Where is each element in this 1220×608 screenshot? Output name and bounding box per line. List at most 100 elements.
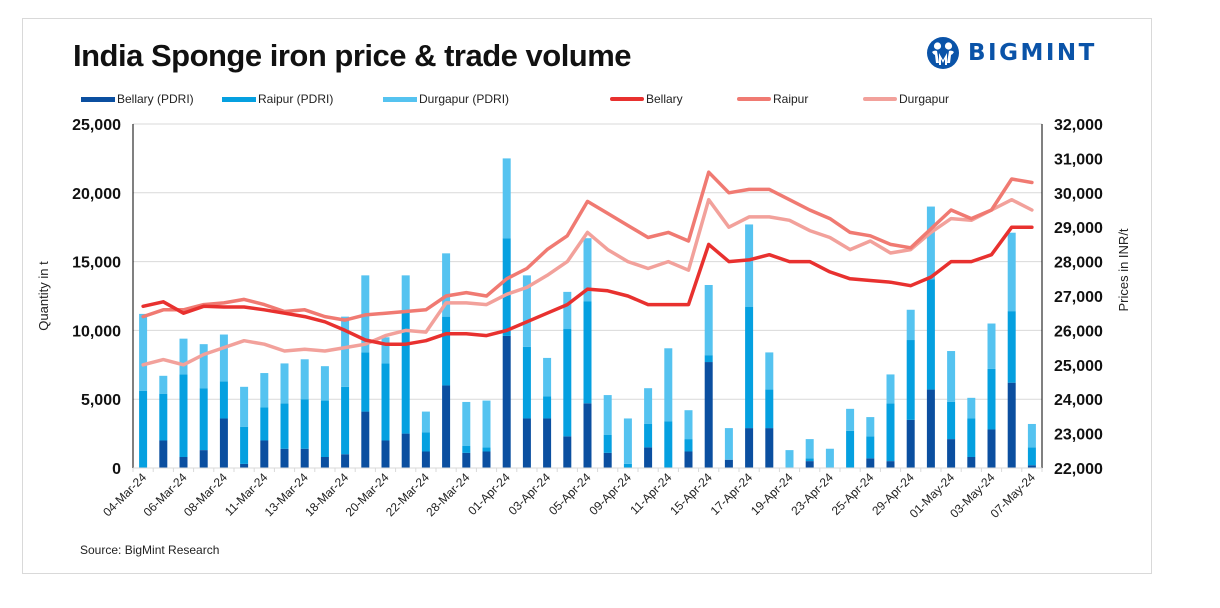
bar-bellary-pdri xyxy=(179,456,188,468)
bar-bellary-pdri xyxy=(603,452,612,468)
bar-raipur-pdri xyxy=(926,279,935,390)
bar-raipur-pdri xyxy=(543,396,552,419)
legend-label: Raipur xyxy=(773,92,809,106)
bar-durgapur-pdri xyxy=(825,448,834,468)
y2-tick-label: 24,000 xyxy=(1054,392,1103,409)
bar-raipur-pdri xyxy=(341,386,350,455)
bar-raipur-pdri xyxy=(522,346,531,419)
bar-raipur-pdri xyxy=(947,401,956,440)
bar-raipur-pdri xyxy=(179,374,188,457)
bar-bellary-pdri xyxy=(745,428,754,468)
bar-raipur-pdri xyxy=(603,434,612,453)
bar-durgapur-pdri xyxy=(341,316,350,387)
bar-bellary-pdri xyxy=(866,458,875,468)
bar-raipur-pdri xyxy=(765,389,774,429)
source-note: Source: BigMint Research xyxy=(80,543,220,557)
chart-title: India Sponge iron price & trade volume xyxy=(73,38,632,73)
bar-bellary-pdri xyxy=(563,436,572,468)
bar-durgapur-pdri xyxy=(684,410,693,440)
bar-raipur-pdri xyxy=(644,423,653,448)
bar-bellary-pdri xyxy=(765,428,774,468)
x-tick-label: 01-Apr-24 xyxy=(465,470,513,518)
y-axis-title: Quantity in t xyxy=(36,261,51,331)
bar-durgapur-pdri xyxy=(219,334,228,382)
bar-durgapur-pdri xyxy=(623,418,632,464)
bar-bellary-pdri xyxy=(300,448,309,468)
bar-durgapur-pdri xyxy=(199,344,208,389)
bar-bellary-pdri xyxy=(401,433,410,468)
x-tick-label: 25-Apr-24 xyxy=(829,470,877,518)
y2-tick-label: 23,000 xyxy=(1054,427,1103,444)
legend-label: Bellary (PDRI) xyxy=(117,92,194,106)
bar-durgapur-pdri xyxy=(644,388,653,424)
bar-durgapur-pdri xyxy=(260,373,269,408)
bar-bellary-pdri xyxy=(886,461,895,468)
bar-durgapur-pdri xyxy=(846,408,855,431)
bar-durgapur-pdri xyxy=(704,284,713,356)
bar-durgapur-pdri xyxy=(381,337,390,364)
bar-raipur-pdri xyxy=(421,432,430,452)
bar-raipur-pdri xyxy=(866,436,875,459)
bar-raipur-pdri xyxy=(320,400,329,457)
line-raipur xyxy=(141,170,1034,322)
bar-durgapur-pdri xyxy=(522,275,531,347)
bar-bellary-pdri xyxy=(341,454,350,468)
bar-raipur-pdri xyxy=(886,403,895,462)
bar-bellary-pdri xyxy=(260,440,269,468)
bigmint-people-logo-icon xyxy=(927,37,959,69)
bar-bellary-pdri xyxy=(987,429,996,468)
bar-raipur-pdri xyxy=(502,238,511,336)
chart-legend: Bellary (PDRI) Raipur (PDRI) Durgapur (P… xyxy=(0,92,1220,108)
legend-item-raipur-pdri: Raipur (PDRI) xyxy=(222,92,333,106)
legend-swatch xyxy=(81,96,115,102)
x-tick-label: 17-Apr-24 xyxy=(708,470,756,518)
bar-durgapur-pdri xyxy=(745,224,754,308)
x-tick-label: 07-May-24 xyxy=(988,470,1039,521)
bar-raipur-pdri xyxy=(280,403,289,449)
legend-item-bellary: Bellary xyxy=(610,92,683,106)
bar-durgapur-pdri xyxy=(1007,232,1016,312)
x-tick-label: 11-Apr-24 xyxy=(627,470,674,517)
bar-durgapur-pdri xyxy=(482,400,491,448)
bar-bellary-pdri xyxy=(1007,382,1016,468)
legend-item-durgapur-pdri: Durgapur (PDRI) xyxy=(383,92,509,106)
bar-durgapur-pdri xyxy=(462,401,471,446)
bar-durgapur-pdri xyxy=(159,375,168,394)
bar-raipur-pdri xyxy=(361,352,370,412)
bar-durgapur-pdri xyxy=(906,309,915,341)
bar-bellary-pdri xyxy=(320,456,329,468)
bar-durgapur-pdri xyxy=(866,417,875,437)
bar-bellary-pdri xyxy=(805,461,814,468)
bar-bellary-pdri xyxy=(926,389,935,468)
bar-bellary-pdri xyxy=(442,385,451,468)
y2-tick-label: 28,000 xyxy=(1054,255,1103,272)
bar-raipur-pdri xyxy=(260,407,269,441)
bar-bellary-pdri xyxy=(967,456,976,468)
bar-raipur-pdri xyxy=(300,399,309,449)
bar-bellary-pdri xyxy=(947,439,956,468)
bar-bellary-pdri xyxy=(704,362,713,468)
legend-label: Durgapur (PDRI) xyxy=(419,92,510,106)
bar-bellary-pdri xyxy=(462,452,471,468)
bigmint-logo: BIGMINT xyxy=(926,33,1097,73)
bar-bellary-pdri xyxy=(522,418,531,468)
bar-durgapur-pdri xyxy=(664,348,673,422)
bar-raipur-pdri xyxy=(664,421,673,468)
bar-durgapur-pdri xyxy=(603,395,612,435)
y2-axis-title: Prices in INR/t xyxy=(1116,228,1131,311)
bar-raipur-pdri xyxy=(240,426,249,464)
line-durgapur xyxy=(141,197,1034,367)
y2-tick-label: 27,000 xyxy=(1054,289,1103,306)
bar-durgapur-pdri xyxy=(320,366,329,401)
bar-bellary-pdri xyxy=(1027,465,1036,468)
bar-durgapur-pdri xyxy=(543,357,552,397)
lines xyxy=(141,170,1034,367)
y-tick-label: 0 xyxy=(112,461,121,478)
y-tick-label: 15,000 xyxy=(72,255,121,272)
bar-bellary-pdri xyxy=(280,448,289,468)
bar-durgapur-pdri xyxy=(765,352,774,390)
bar-raipur-pdri xyxy=(462,445,471,453)
x-tick-label: 23-Apr-24 xyxy=(788,470,836,518)
line-bellary xyxy=(141,225,1034,346)
